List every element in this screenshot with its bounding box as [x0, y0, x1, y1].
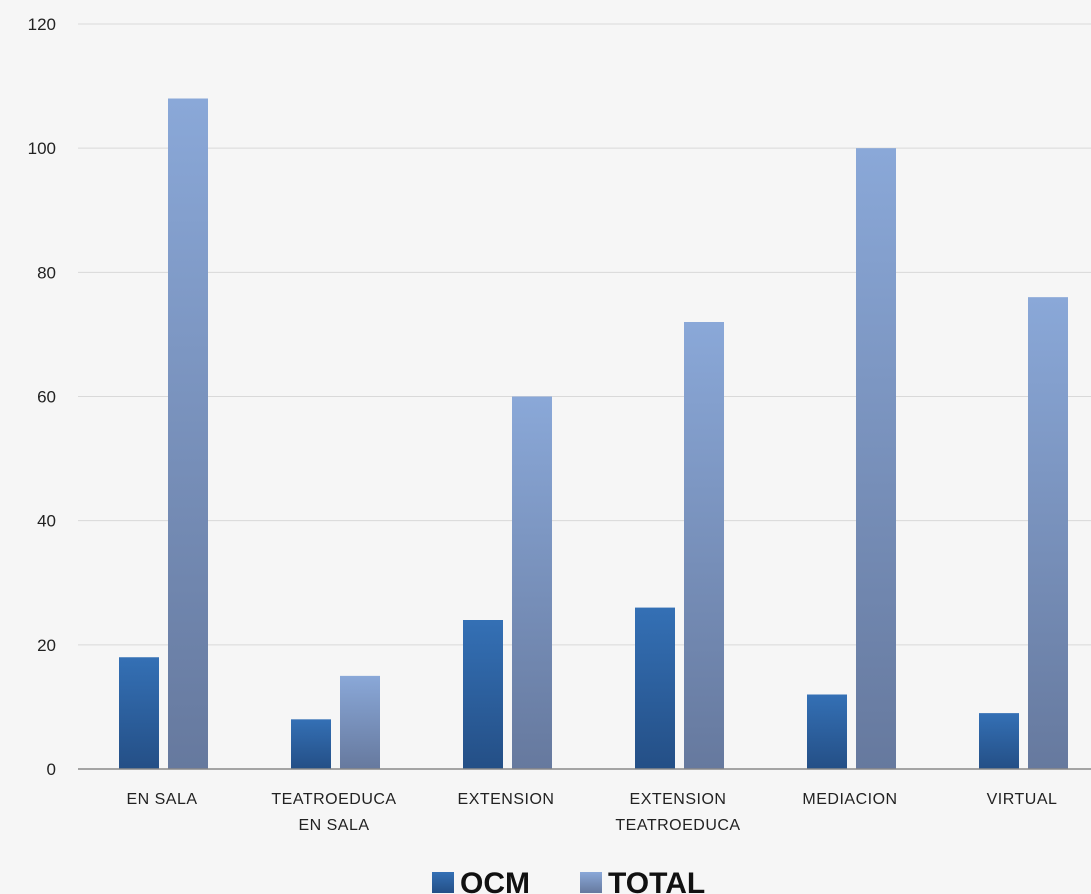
- legend-swatch-ocm: [432, 872, 454, 893]
- x-tick-label: VIRTUAL: [987, 791, 1058, 808]
- y-tick-label: 60: [37, 388, 56, 407]
- bar-total: [340, 675, 380, 769]
- bar-ocm: [291, 719, 331, 769]
- legend-label-ocm: OCM: [460, 867, 530, 894]
- bar-ocm: [635, 607, 675, 769]
- legend-swatch-total: [580, 872, 602, 893]
- x-tick-label: MEDIACION: [802, 791, 897, 808]
- y-tick-label: 120: [28, 15, 56, 34]
- x-tick-label: EN SALA: [126, 791, 197, 808]
- bar-ocm: [979, 713, 1019, 769]
- bars: [119, 98, 1068, 769]
- legend-label-total: TOTAL: [608, 867, 705, 894]
- y-axis-ticks: 0 20 40 60 80 100 120: [28, 15, 56, 779]
- gridlines: [78, 23, 1091, 646]
- bar-total: [1028, 297, 1068, 769]
- y-tick-label: 0: [47, 760, 56, 779]
- bar-total: [512, 396, 552, 769]
- x-tick-label: EXTENSION: [458, 791, 555, 808]
- bar-total: [856, 148, 896, 769]
- y-tick-label: 100: [28, 139, 56, 158]
- y-tick-label: 40: [37, 512, 56, 531]
- bar-ocm: [463, 620, 503, 769]
- bar-ocm: [807, 694, 847, 769]
- x-tick-label: EXTENSION TEATROEDUCA: [615, 791, 740, 834]
- y-tick-label: 20: [37, 636, 56, 655]
- bar-total: [168, 98, 208, 769]
- x-tick-label: TEATROEDUCA EN SALA: [271, 791, 396, 834]
- x-axis-labels: EN SALA TEATROEDUCA EN SALA EXTENSION EXTENS…: [126, 791, 1058, 834]
- legend: OCM TOTAL: [432, 867, 705, 894]
- bar-total: [684, 322, 724, 769]
- bar-ocm: [119, 657, 159, 769]
- y-tick-label: 80: [37, 263, 56, 282]
